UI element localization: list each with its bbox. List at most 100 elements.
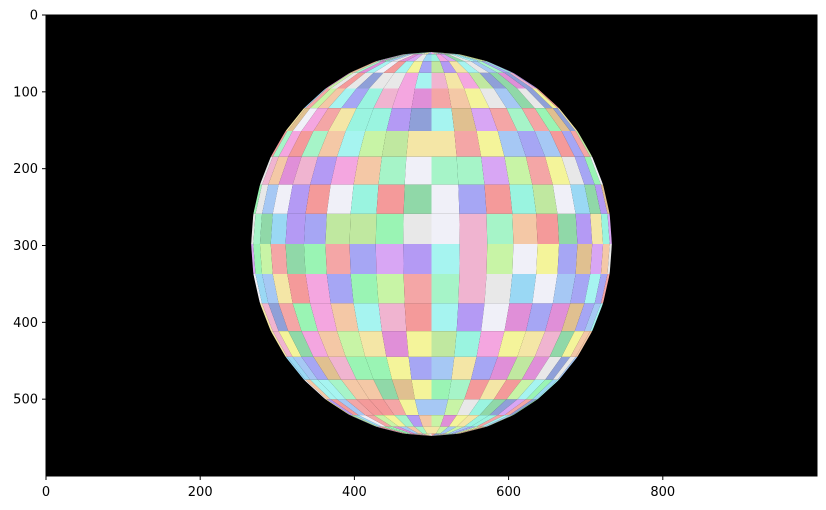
sphere-tile xyxy=(381,54,409,62)
y-axis: 0 100 200 300 400 500 xyxy=(13,9,46,408)
sphere-tile xyxy=(310,379,338,400)
sphere-tile xyxy=(330,72,359,89)
sphere-tile xyxy=(414,426,428,434)
sphere-tile xyxy=(431,51,459,55)
sphere-tile xyxy=(468,399,494,416)
sphere-tile xyxy=(444,426,465,434)
sphere-tile xyxy=(509,399,537,416)
sphere-tile xyxy=(545,356,571,380)
sphere-tile xyxy=(590,213,604,244)
sphere-tile xyxy=(365,61,393,73)
sphere-tile xyxy=(337,331,366,357)
sphere-tile xyxy=(590,243,604,275)
sphere-tile xyxy=(349,243,377,275)
y-tick-label: 200 xyxy=(13,162,38,177)
sphere-tile xyxy=(349,415,377,427)
sphere-tile xyxy=(440,54,457,62)
sphere-tile xyxy=(325,72,351,89)
sphere-tile xyxy=(431,331,457,357)
sphere-tile xyxy=(350,415,379,427)
sphere-tile xyxy=(262,184,279,214)
sphere-tile xyxy=(325,243,351,275)
sphere-tile xyxy=(310,88,338,109)
x-tick-label: 800 xyxy=(650,485,675,500)
sphere-tile xyxy=(458,274,487,304)
sphere-tile xyxy=(534,131,562,157)
sphere-tile xyxy=(506,379,535,400)
sphere-tile xyxy=(532,184,558,214)
sphere-tile xyxy=(497,131,526,157)
sphere-tile xyxy=(431,51,460,55)
sphere-tile xyxy=(521,356,550,380)
sphere-tile xyxy=(270,243,288,275)
sphere-tile xyxy=(431,213,460,244)
sphere-tile xyxy=(345,108,374,132)
sphere-tile xyxy=(365,356,393,380)
sphere-tile xyxy=(431,433,441,437)
sphere-tile xyxy=(470,356,498,380)
sphere-tile xyxy=(534,108,562,132)
sphere-tile xyxy=(484,415,513,427)
sphere-tile xyxy=(381,131,409,157)
sphere-tile xyxy=(386,426,412,434)
sphere-tile xyxy=(431,433,459,437)
sphere-tile xyxy=(310,303,338,332)
sphere-tile xyxy=(381,331,409,357)
sphere-tile xyxy=(414,51,432,55)
sphere-tile xyxy=(431,356,455,380)
sphere-tile xyxy=(431,108,455,132)
sphere-tile xyxy=(392,379,415,400)
sphere-tile xyxy=(512,72,538,89)
sphere-tile xyxy=(422,54,432,62)
sphere-tile xyxy=(313,356,342,380)
sphere-tile xyxy=(358,131,387,157)
sphere-tile xyxy=(356,399,384,416)
sphere-tile xyxy=(418,61,432,73)
sphere-tile xyxy=(456,415,480,427)
sphere-tile xyxy=(373,61,399,73)
sphere-tile xyxy=(506,88,535,109)
sphere-tile xyxy=(398,54,419,62)
sphere-tile xyxy=(479,399,507,416)
sphere-tile xyxy=(301,108,329,132)
sphere-tile xyxy=(552,184,576,214)
sphere-tile xyxy=(431,184,460,214)
sphere-tile xyxy=(422,426,432,434)
sphere-tile xyxy=(481,61,510,73)
sphere-tile xyxy=(326,274,354,304)
sphere-tile xyxy=(525,156,553,185)
sphere-tile xyxy=(272,274,293,304)
sphere-tile xyxy=(356,379,384,400)
sphere-tile xyxy=(349,213,377,244)
sphere-tile xyxy=(378,156,407,185)
sphere-tile xyxy=(509,274,537,304)
sphere-tile xyxy=(574,156,595,185)
sphere-tile xyxy=(458,184,487,214)
sphere-tile xyxy=(481,303,510,332)
sphere-tile xyxy=(376,274,405,304)
sphere-tile xyxy=(557,243,578,275)
sphere-tile xyxy=(481,415,510,427)
sphere-tile xyxy=(330,399,359,416)
sphere-tile xyxy=(570,331,591,357)
sphere-tile xyxy=(561,303,585,332)
sphere-tile xyxy=(285,356,306,380)
sphere-tile xyxy=(456,303,485,332)
sphere-tile xyxy=(454,426,482,434)
sphere-tile xyxy=(506,108,535,132)
sphere-tile xyxy=(345,399,374,416)
sphere-tile xyxy=(345,356,374,380)
sphere-tile xyxy=(545,156,571,185)
sphere-tile xyxy=(292,108,318,132)
sphere-tile xyxy=(376,54,405,62)
sphere-tile xyxy=(310,156,338,185)
sphere-tile xyxy=(408,108,432,132)
sphere-tile xyxy=(270,331,288,357)
sphere-tile xyxy=(448,61,469,73)
sphere-tile xyxy=(459,426,488,434)
sphere-tile xyxy=(557,108,578,132)
sphere-tile xyxy=(517,379,546,400)
sphere-tile xyxy=(600,243,610,275)
sphere-tile xyxy=(431,51,452,55)
sphere-tile xyxy=(431,243,460,275)
